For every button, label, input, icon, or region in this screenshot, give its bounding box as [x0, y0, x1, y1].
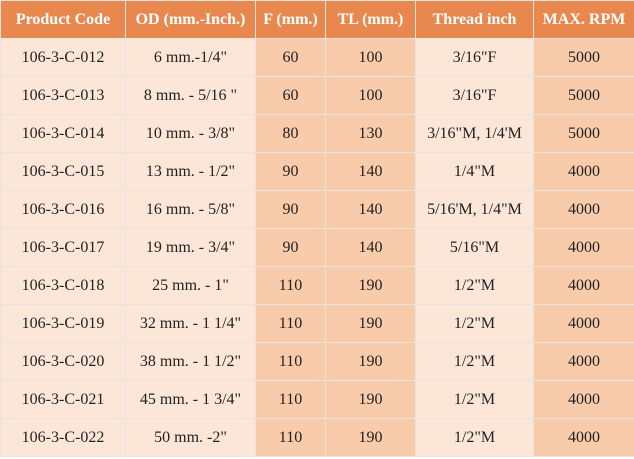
table-cell: 3/16"F: [415, 38, 534, 77]
table-cell: 106-3-C-012: [0, 38, 126, 77]
table-cell: 45 mm. - 1 3/4": [125, 380, 256, 419]
table-cell: 90: [255, 152, 326, 191]
table-cell: 4000: [533, 342, 634, 381]
table-cell: 106-3-C-021: [0, 380, 126, 419]
table-cell: 5/16"M: [415, 228, 534, 267]
table-cell: 106-3-C-014: [0, 114, 126, 153]
table-cell: 100: [325, 76, 416, 115]
table-cell: 1/2"M: [415, 304, 534, 343]
table-cell: 3/16"M, 1/4'M: [415, 114, 534, 153]
table-cell: 190: [325, 380, 416, 419]
table-cell: 190: [325, 418, 416, 457]
table-cell: 140: [325, 152, 416, 191]
table-cell: 16 mm. - 5/8": [125, 190, 256, 229]
table-cell: 10 mm. - 3/8": [125, 114, 256, 153]
table-cell: 5000: [533, 114, 634, 153]
table-cell: 4000: [533, 304, 634, 343]
table-row: 106-3-C-017 19 mm. - 3/4" 90 140 5/16"M 4000: [0, 228, 634, 267]
table-row: 106-3-C-018 25 mm. - 1" 110 190 1/2"M 4000: [0, 266, 634, 305]
table-cell: 140: [325, 190, 416, 229]
header-cell: Product Code: [0, 0, 126, 39]
table-cell: 5000: [533, 38, 634, 77]
table-row: 106-3-C-014 10 mm. - 3/8" 80 130 3/16"M, 1/4…: [0, 114, 634, 153]
table-cell: 13 mm. - 1/2": [125, 152, 256, 191]
table-cell: 4000: [533, 380, 634, 419]
table-cell: 106-3-C-013: [0, 76, 126, 115]
table-row: 106-3-C-022 50 mm. -2" 110 190 1/2"M 4000: [0, 418, 634, 457]
table-cell: 1/2"M: [415, 342, 534, 381]
table-cell: 1/4"M: [415, 152, 534, 191]
table-cell: 1/2"M: [415, 266, 534, 305]
table-row: 106-3-C-020 38 mm. - 1 1/2" 110 190 1/2"M 400…: [0, 342, 634, 381]
table-body: 106-3-C-012 6 mm.-1/4" 60 100 3/16"F 5000 106-…: [0, 38, 634, 457]
header-row: Product Code OD (mm.-Inch.) F (mm.) TL (mm.…: [0, 0, 634, 39]
table-cell: 4000: [533, 190, 634, 229]
table-row: 106-3-C-016 16 mm. - 5/8" 90 140 5/16'M, 1/4…: [0, 190, 634, 229]
table-cell: 3/16"F: [415, 76, 534, 115]
table-cell: 38 mm. - 1 1/2": [125, 342, 256, 381]
table-cell: 106-3-C-015: [0, 152, 126, 191]
table-cell: 50 mm. -2": [125, 418, 256, 457]
table-cell: 110: [255, 342, 326, 381]
table-cell: 5/16'M, 1/4"M: [415, 190, 534, 229]
table-cell: 140: [325, 228, 416, 267]
table-cell: 90: [255, 228, 326, 267]
table-cell: 110: [255, 418, 326, 457]
table-cell: 190: [325, 304, 416, 343]
table-cell: 4000: [533, 152, 634, 191]
table-cell: 106-3-C-017: [0, 228, 126, 267]
header-cell: Thread inch: [415, 0, 534, 39]
table-row: 106-3-C-015 13 mm. - 1/2" 90 140 1/4"M 4000: [0, 152, 634, 191]
table-cell: 60: [255, 38, 326, 77]
table-cell: 190: [325, 342, 416, 381]
table-cell: 60: [255, 76, 326, 115]
table-cell: 32 mm. - 1 1/4": [125, 304, 256, 343]
table-row: 106-3-C-012 6 mm.-1/4" 60 100 3/16"F 5000: [0, 38, 634, 77]
table-cell: 4000: [533, 418, 634, 457]
header-cell: OD (mm.-Inch.): [125, 0, 256, 39]
table-cell: 106-3-C-016: [0, 190, 126, 229]
table-cell: 106-3-C-020: [0, 342, 126, 381]
table-cell: 100: [325, 38, 416, 77]
header-cell: MAX. RPM: [533, 0, 634, 39]
table-cell: 106-3-C-018: [0, 266, 126, 305]
table-cell: 1/2"M: [415, 418, 534, 457]
table-cell: 19 mm. - 3/4": [125, 228, 256, 267]
table-cell: 110: [255, 380, 326, 419]
header-cell: TL (mm.): [325, 0, 416, 39]
table-cell: 106-3-C-022: [0, 418, 126, 457]
table-row: 106-3-C-021 45 mm. - 1 3/4" 110 190 1/2"M 400…: [0, 380, 634, 419]
table-cell: 90: [255, 190, 326, 229]
table-cell: 110: [255, 266, 326, 305]
table-row: 106-3-C-019 32 mm. - 1 1/4" 110 190 1/2"M 400…: [0, 304, 634, 343]
table-cell: 190: [325, 266, 416, 305]
table-cell: 1/2"M: [415, 380, 534, 419]
table-cell: 110: [255, 304, 326, 343]
table-cell: 4000: [533, 228, 634, 267]
table-cell: 8 mm. - 5/16 ": [125, 76, 256, 115]
table-row: 106-3-C-013 8 mm. - 5/16 " 60 100 3/16"F 5000: [0, 76, 634, 115]
table-cell: 130: [325, 114, 416, 153]
header-cell: F (mm.): [255, 0, 326, 39]
table-cell: 5000: [533, 76, 634, 115]
table-cell: 80: [255, 114, 326, 153]
table-cell: 106-3-C-019: [0, 304, 126, 343]
table-cell: 4000: [533, 266, 634, 305]
table-cell: 6 mm.-1/4": [125, 38, 256, 77]
table-cell: 25 mm. - 1": [125, 266, 256, 305]
